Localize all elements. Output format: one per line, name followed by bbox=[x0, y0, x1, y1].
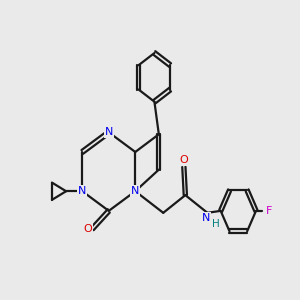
Text: N: N bbox=[105, 127, 113, 137]
Text: N: N bbox=[202, 213, 210, 223]
Text: O: O bbox=[83, 224, 92, 233]
Text: O: O bbox=[179, 155, 188, 165]
Text: N: N bbox=[131, 186, 140, 196]
Text: F: F bbox=[266, 206, 272, 216]
Text: H: H bbox=[212, 219, 220, 229]
Text: N: N bbox=[78, 186, 86, 196]
